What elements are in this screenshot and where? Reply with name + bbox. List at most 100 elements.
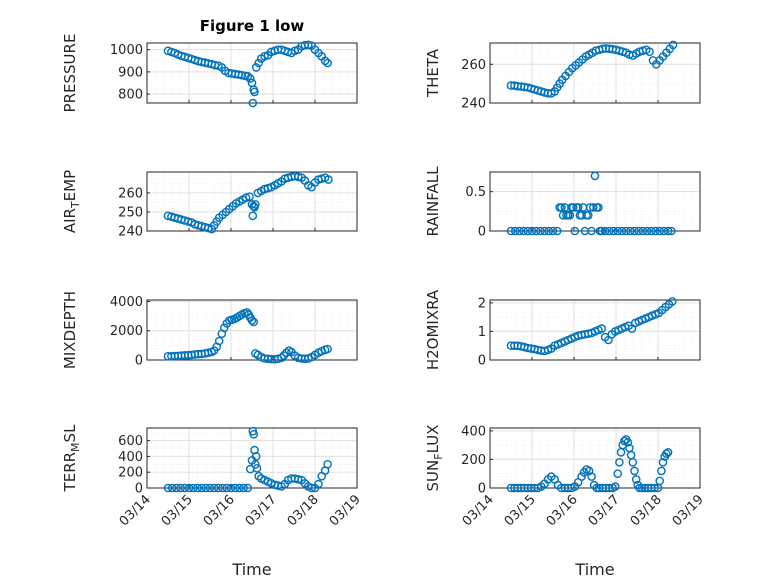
data-point (634, 226, 644, 236)
data-point (249, 201, 258, 211)
data-point (568, 203, 578, 212)
y-axis-label: THETA (424, 48, 442, 98)
data-point (250, 87, 259, 97)
data-point (506, 226, 516, 236)
x-tick-label: 03/14 (460, 492, 497, 529)
axes-border (146, 299, 358, 361)
y-tick-label: 0 (478, 482, 486, 497)
data-point (589, 203, 598, 212)
data-point (587, 226, 596, 236)
data-point (205, 483, 215, 493)
y-tick-label: 0 (478, 225, 486, 240)
y-tick-label: 4000 (110, 295, 143, 310)
data-point (219, 323, 229, 333)
y-axis-label-rest: LUX (424, 425, 442, 454)
data-point (172, 483, 181, 493)
data-point (222, 483, 232, 493)
y-axis-label-sub: T (69, 201, 82, 209)
data-point (247, 316, 257, 325)
data-point (214, 483, 223, 493)
data-point (235, 483, 244, 493)
data-point (237, 70, 247, 80)
axes-frame (489, 171, 701, 232)
y-tick-label: 0 (135, 354, 143, 369)
data-point (252, 463, 262, 473)
data-point (605, 483, 614, 493)
x-tick-label: 03/17 (243, 492, 280, 529)
data-point (188, 483, 198, 493)
data-point (594, 203, 603, 212)
y-tick-label: 0 (478, 354, 486, 369)
x-tick-label: 03/14 (117, 492, 154, 529)
data-point (590, 171, 600, 181)
y-tick-label: 2 (478, 296, 486, 311)
data-point (249, 317, 258, 327)
y-tick-label: 200 (118, 466, 143, 481)
data-point (597, 324, 607, 333)
data-point (613, 469, 623, 479)
axes-border (489, 299, 701, 361)
data-point (615, 457, 624, 467)
y-tick-label: 1000 (110, 43, 143, 58)
data-point (623, 437, 633, 447)
data-point (577, 472, 586, 481)
data-point (663, 226, 673, 236)
data-point (642, 226, 652, 236)
data-point (320, 56, 330, 66)
x-tick-label: 03/18 (285, 492, 322, 529)
data-point (230, 483, 240, 493)
y-tick-label: 260 (118, 186, 143, 201)
data-point (251, 200, 260, 209)
data-point (239, 483, 248, 493)
data-point (324, 175, 333, 184)
data-point (552, 226, 562, 236)
y-axis-label-rest: EMP (61, 170, 79, 201)
x-tick-label: 03/15 (502, 492, 539, 529)
axes-border (146, 42, 358, 104)
data-point (638, 226, 648, 236)
data-point (251, 459, 260, 469)
data-point (544, 226, 554, 236)
y-tick-label: 0.5 (465, 185, 486, 200)
data-point (650, 483, 659, 493)
data-point (248, 98, 258, 108)
x-tick-label: 03/19 (327, 492, 364, 529)
data-point (209, 483, 219, 493)
y-tick-label: 600 (118, 434, 143, 449)
x-axis-label-left: Time (231, 560, 271, 579)
data-point (609, 226, 618, 236)
x-tick-label: 03/16 (544, 492, 581, 529)
data-point (565, 210, 575, 220)
data-point (587, 472, 596, 481)
x-axis-label-right: Time (574, 560, 614, 579)
data-point (277, 353, 286, 363)
x-tick-label: 03/16 (201, 492, 238, 529)
data-point (251, 452, 261, 461)
data-point (214, 336, 224, 346)
y-axis-label: PRESSURE (61, 34, 79, 113)
y-axis-label: SUNFLUX (424, 425, 445, 492)
data-point (307, 483, 316, 493)
y-tick-label: 1 (478, 325, 486, 340)
data-point (655, 476, 665, 486)
data-point (635, 483, 644, 493)
y-tick-label: 240 (118, 225, 143, 240)
data-point (243, 483, 253, 493)
data-point (515, 226, 524, 236)
y-axis-label-main: TERR (61, 452, 79, 493)
data-point (176, 483, 185, 493)
data-point (657, 466, 666, 476)
data-point (180, 483, 190, 493)
data-point (668, 297, 677, 306)
data-point (226, 483, 236, 493)
data-point (630, 226, 639, 236)
data-point (282, 348, 291, 358)
data-point (617, 226, 627, 236)
data-point (249, 429, 258, 439)
data-point (243, 72, 253, 81)
y-tick-label: 250 (118, 205, 143, 220)
data-point (663, 447, 673, 457)
data-point (167, 483, 177, 493)
y-axis-label-main: SUN (424, 460, 442, 492)
data-point (630, 466, 639, 476)
